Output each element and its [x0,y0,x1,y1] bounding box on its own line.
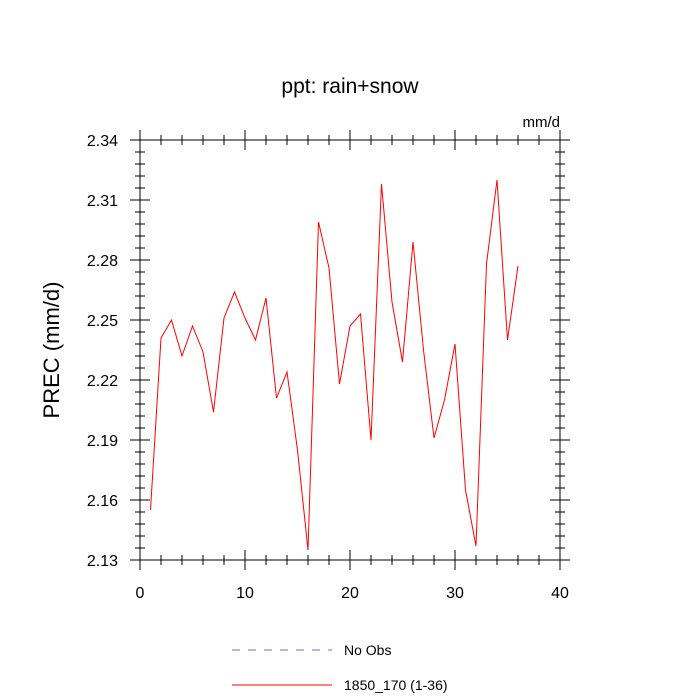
y-tick-label: 2.25 [87,313,118,330]
y-tick-label: 2.34 [87,133,118,150]
x-tick-labels: 0 10 20 30 40 [136,585,569,602]
x-tick-label: 0 [136,585,145,602]
units-label: mm/d [523,114,561,131]
x-tick-label: 10 [236,585,254,602]
x-tick-label: 40 [551,585,569,602]
legend: No Obs 1850_170 (1-36) [232,642,448,693]
y-tick-label: 2.13 [87,553,118,570]
plot-frame [139,139,561,561]
y-tick-labels: 2.13 2.16 2.19 2.22 2.25 2.28 2.31 2.34 [87,133,118,570]
axis-ticks [130,130,570,570]
y-tick-label: 2.19 [87,433,118,450]
y-tick-label: 2.22 [87,373,118,390]
y-tick-label: 2.28 [87,253,118,270]
chart-title: ppt: rain+snow [281,75,419,98]
x-tick-label: 30 [446,585,464,602]
y-tick-label: 2.16 [87,493,118,510]
series-lines [150,179,519,551]
legend-label: 1850_170 (1-36) [344,677,448,693]
y-axis-label: PREC (mm/d) [39,282,64,419]
x-tick-label: 20 [341,585,359,602]
legend-label: No Obs [344,642,391,658]
series-line [150,179,519,551]
y-tick-label: 2.31 [87,193,118,210]
